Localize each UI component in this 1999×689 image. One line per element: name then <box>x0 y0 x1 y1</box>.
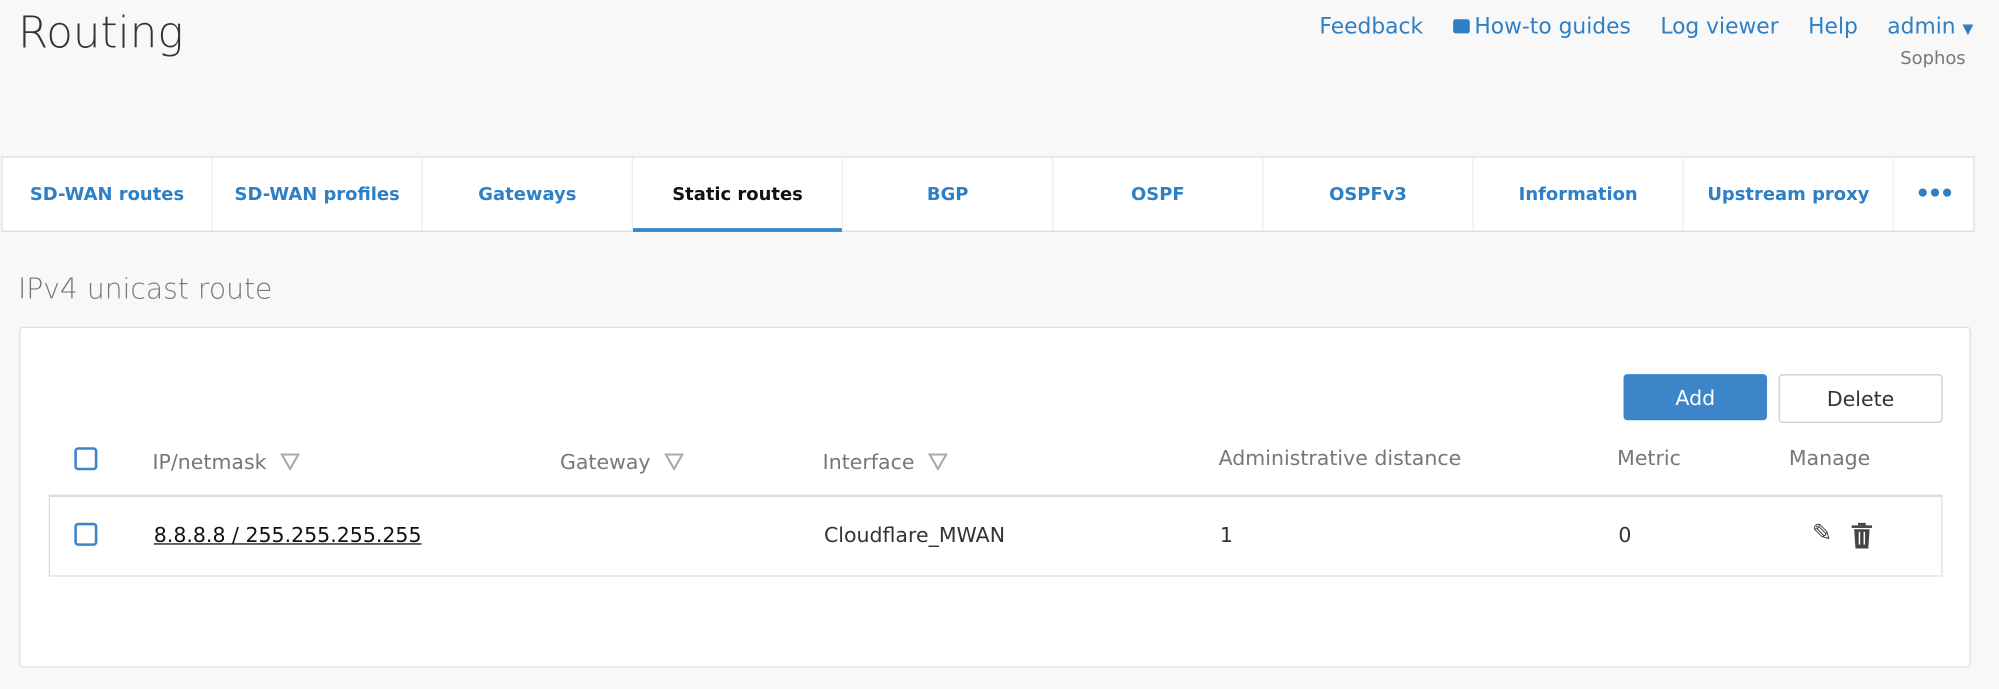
ip-netmask-link[interactable]: 8.8.8.8 / 255.255.255.255 <box>153 522 422 548</box>
top-links: Feedback How-to guides Log viewer Help a… <box>1319 14 1973 40</box>
tab-ospf[interactable]: OSPF <box>1053 157 1264 231</box>
header-interface: Interface ⛛ <box>822 445 949 477</box>
interface-cell: Cloudflare_MWAN <box>823 522 1006 548</box>
tab-gateways[interactable]: Gateways <box>423 157 634 231</box>
how-to-guides-link[interactable]: How-to guides <box>1452 14 1631 40</box>
more-tabs-icon[interactable]: ••• <box>1915 180 1954 208</box>
video-camera-icon <box>1452 19 1470 34</box>
trash-icon[interactable] <box>1851 522 1873 554</box>
section-title: IPv4 unicast route <box>17 274 273 307</box>
tab-sd-wan-routes[interactable]: SD-WAN routes <box>3 157 213 231</box>
tab-static-routes[interactable]: Static routes <box>633 157 844 232</box>
admin-distance-cell: 1 <box>1219 522 1233 548</box>
select-all-checkbox[interactable] <box>74 447 98 471</box>
filter-icon[interactable]: ⛛ <box>279 445 301 477</box>
help-link[interactable]: Help <box>1808 14 1858 40</box>
filter-icon[interactable]: ⛛ <box>663 445 685 477</box>
log-viewer-link[interactable]: Log viewer <box>1660 14 1779 40</box>
feedback-link[interactable]: Feedback <box>1319 14 1424 40</box>
row-checkbox[interactable] <box>74 522 98 546</box>
admin-menu[interactable]: admin ▼ <box>1887 14 1974 40</box>
delete-button[interactable]: Delete <box>1778 374 1943 423</box>
org-name: Sophos <box>1900 48 1966 70</box>
tab-upstream-proxy[interactable]: Upstream proxy <box>1684 157 1895 231</box>
header-admin-distance: Administrative distance <box>1218 445 1462 471</box>
tab-sd-wan-profiles[interactable]: SD-WAN profiles <box>213 157 423 231</box>
header-ip-netmask: IP/netmask ⛛ <box>152 445 301 477</box>
tab-bgp[interactable]: BGP <box>843 157 1054 231</box>
routes-panel: Add Delete IP/netmask ⛛ Gateway ⛛ Interfac… <box>19 326 1971 668</box>
header-metric: Metric <box>1617 445 1681 471</box>
caret-down-icon: ▼ <box>1962 20 1974 38</box>
filter-icon[interactable]: ⛛ <box>927 445 949 477</box>
tab-bar: SD-WAN routes SD-WAN profiles Gateways S… <box>1 156 1975 232</box>
tab-ospfv3[interactable]: OSPFv3 <box>1264 157 1474 231</box>
metric-cell: 0 <box>1618 522 1632 548</box>
header-manage: Manage <box>1788 445 1871 471</box>
edit-pencil-icon[interactable]: ✎ <box>1811 518 1833 548</box>
header-gateway: Gateway ⛛ <box>559 445 685 477</box>
page-title: Routing <box>17 7 184 59</box>
table-row: 8.8.8.8 / 255.255.255.255 Cloudflare_MWA… <box>48 494 1943 577</box>
tab-information[interactable]: Information <box>1474 157 1684 231</box>
add-button[interactable]: Add <box>1623 374 1768 421</box>
